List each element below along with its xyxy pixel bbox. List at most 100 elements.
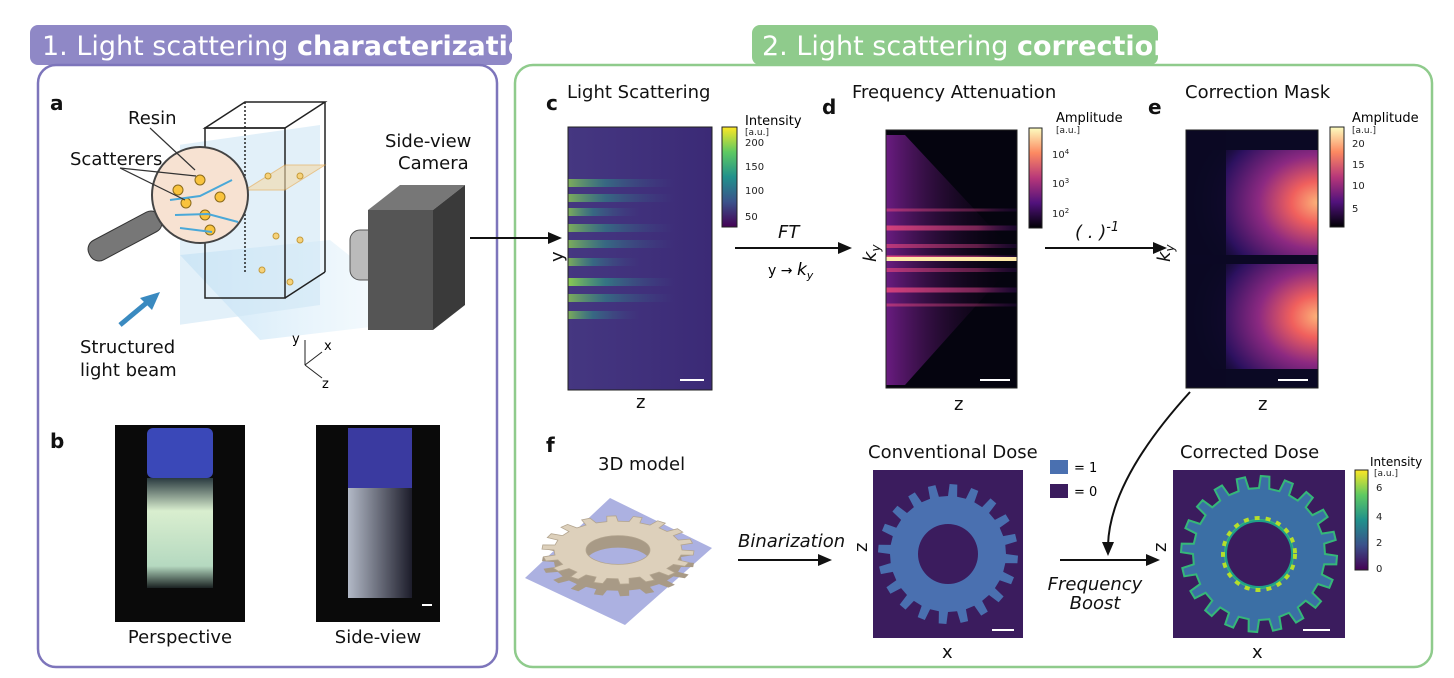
colorbar-title: Amplitude bbox=[1352, 111, 1419, 126]
gear-corrected bbox=[1179, 474, 1339, 634]
panel-b: b Perspective Side-view bbox=[50, 425, 440, 648]
magnifier-handle bbox=[87, 210, 163, 262]
axis-y-label: y bbox=[292, 332, 300, 347]
y-to-ky-label: y → ky bbox=[768, 260, 814, 282]
colorbar-tick: 104 bbox=[1052, 148, 1070, 161]
scatterers bbox=[172, 174, 226, 236]
inverse-label: ( . )-1 bbox=[1075, 220, 1119, 243]
panel-e: e Correction Mask ky z Amplitude [a.u.] … bbox=[1148, 82, 1419, 415]
colorbar-tick: 0 bbox=[1376, 564, 1382, 575]
x-axis-label: z bbox=[954, 394, 963, 415]
scattering-band bbox=[568, 258, 640, 266]
axis-x-label: x bbox=[324, 339, 332, 354]
colorbar-tick: 102 bbox=[1052, 207, 1069, 220]
panel-label-e: e bbox=[1148, 95, 1162, 119]
resin-label: Resin bbox=[128, 108, 177, 129]
colorbar-unit: [a.u.] bbox=[1056, 126, 1080, 136]
colorbar-unit: [a.u.] bbox=[1352, 126, 1376, 136]
legend-swatch-0 bbox=[1050, 484, 1068, 498]
scattering-arrows bbox=[169, 179, 239, 233]
panel-c: c Light Scattering y z Intensity [a.u.] … bbox=[546, 82, 802, 413]
colorbar-title: Amplitude bbox=[1056, 111, 1123, 126]
legend-label-1: = 1 bbox=[1074, 461, 1097, 476]
gear-3d-model bbox=[541, 515, 695, 597]
z-axis-label: z bbox=[851, 543, 872, 552]
panel-label-f: f bbox=[546, 433, 555, 457]
colorbar-f bbox=[1354, 469, 1369, 571]
map-frame bbox=[567, 126, 713, 391]
dc-component-line bbox=[886, 257, 1017, 261]
mask-center-line bbox=[1186, 255, 1318, 264]
scatterers-label: Scatterers bbox=[70, 149, 162, 170]
axis-z-label: z bbox=[322, 377, 329, 392]
beam-label-2: light beam bbox=[80, 360, 177, 381]
x-axis-label: x bbox=[1252, 642, 1263, 663]
frequency-band bbox=[886, 303, 1017, 307]
ky-axis-label: ky bbox=[860, 244, 883, 262]
beam-arrow-head bbox=[140, 292, 160, 310]
build-plane bbox=[525, 498, 712, 625]
header-left-pill bbox=[30, 25, 512, 65]
arrow-e-to-boost bbox=[1107, 391, 1191, 546]
illumination-plane bbox=[243, 164, 327, 191]
panel-label-a: a bbox=[50, 91, 64, 115]
scattering-band bbox=[568, 278, 676, 286]
frequency-boost-label-1: Frequency bbox=[1048, 574, 1143, 595]
map-frame bbox=[1185, 129, 1319, 389]
colorbar-tick: 50 bbox=[745, 212, 758, 223]
colorbar-tick: 150 bbox=[745, 162, 764, 173]
x-axis-label: z bbox=[1258, 394, 1267, 415]
left-section-box bbox=[36, 63, 499, 669]
frequency-band bbox=[886, 208, 1017, 212]
ky-axis-label: ky bbox=[1154, 244, 1177, 262]
frequency-boost-label-2: Boost bbox=[1070, 593, 1122, 614]
caption-side-view: Side-view bbox=[335, 627, 421, 648]
x-axis-label: z bbox=[636, 392, 645, 413]
colorbar-e bbox=[1329, 126, 1345, 228]
legend-swatch-1 bbox=[1050, 460, 1068, 474]
arrow-e-to-boost-head bbox=[1102, 542, 1114, 556]
panel-d-title: Frequency Attenuation bbox=[852, 82, 1056, 103]
scattering-band bbox=[568, 311, 640, 319]
colorbar-tick: 5 bbox=[1352, 204, 1358, 215]
colorbar-tick: 15 bbox=[1352, 160, 1365, 171]
colorbar-unit: [a.u.] bbox=[745, 128, 769, 138]
photo-perspective-glow bbox=[147, 478, 213, 588]
colorbar-tick: 2 bbox=[1376, 538, 1382, 549]
photo-side-glow bbox=[348, 488, 412, 598]
label-pointers bbox=[119, 127, 197, 201]
header-right-text: 2. Light scattering correction bbox=[762, 31, 1172, 62]
conventional-dose-title: Conventional Dose bbox=[868, 442, 1038, 463]
camera-label-2: Camera bbox=[398, 153, 469, 174]
model-title: 3D model bbox=[598, 454, 685, 475]
arrow-frequency-boost-head bbox=[1146, 554, 1160, 566]
gear-conventional bbox=[878, 484, 1018, 624]
header-right-pill bbox=[752, 25, 1158, 65]
camera-label-1: Side-view bbox=[385, 131, 471, 152]
colorbar-unit: [a.u.] bbox=[1374, 469, 1398, 479]
panel-label-c: c bbox=[546, 91, 558, 115]
caption-perspective: Perspective bbox=[128, 627, 232, 648]
colorbar-title: Intensity bbox=[745, 114, 802, 129]
map-frame bbox=[885, 129, 1018, 389]
frequency-band bbox=[886, 268, 1017, 272]
colorbar-tick: 10 bbox=[1352, 181, 1365, 192]
beam-arrow bbox=[118, 298, 152, 327]
frequency-band bbox=[886, 244, 1017, 248]
panel-label-b: b bbox=[50, 429, 64, 453]
panel-d: d Frequency Attenuation ky z Amplitude [… bbox=[822, 82, 1123, 415]
scattering-band bbox=[568, 294, 676, 302]
scattering-band bbox=[568, 194, 676, 202]
right-section-box bbox=[513, 63, 1434, 669]
colorbar-title: Intensity bbox=[1370, 455, 1422, 469]
legend-label-0: = 0 bbox=[1074, 485, 1097, 500]
y-axis-label: y bbox=[547, 251, 568, 262]
panel-a: a Resin Scatterers Side-view Camera bbox=[50, 91, 471, 392]
colorbar-tick: 20 bbox=[1352, 139, 1365, 150]
arrow-binarization-head bbox=[818, 554, 832, 566]
frequency-bands bbox=[886, 208, 1017, 307]
arrow-c-to-d-head bbox=[838, 242, 852, 254]
frequency-band bbox=[886, 225, 1017, 231]
scattering-band bbox=[568, 208, 640, 216]
scattering-bands bbox=[568, 179, 676, 319]
